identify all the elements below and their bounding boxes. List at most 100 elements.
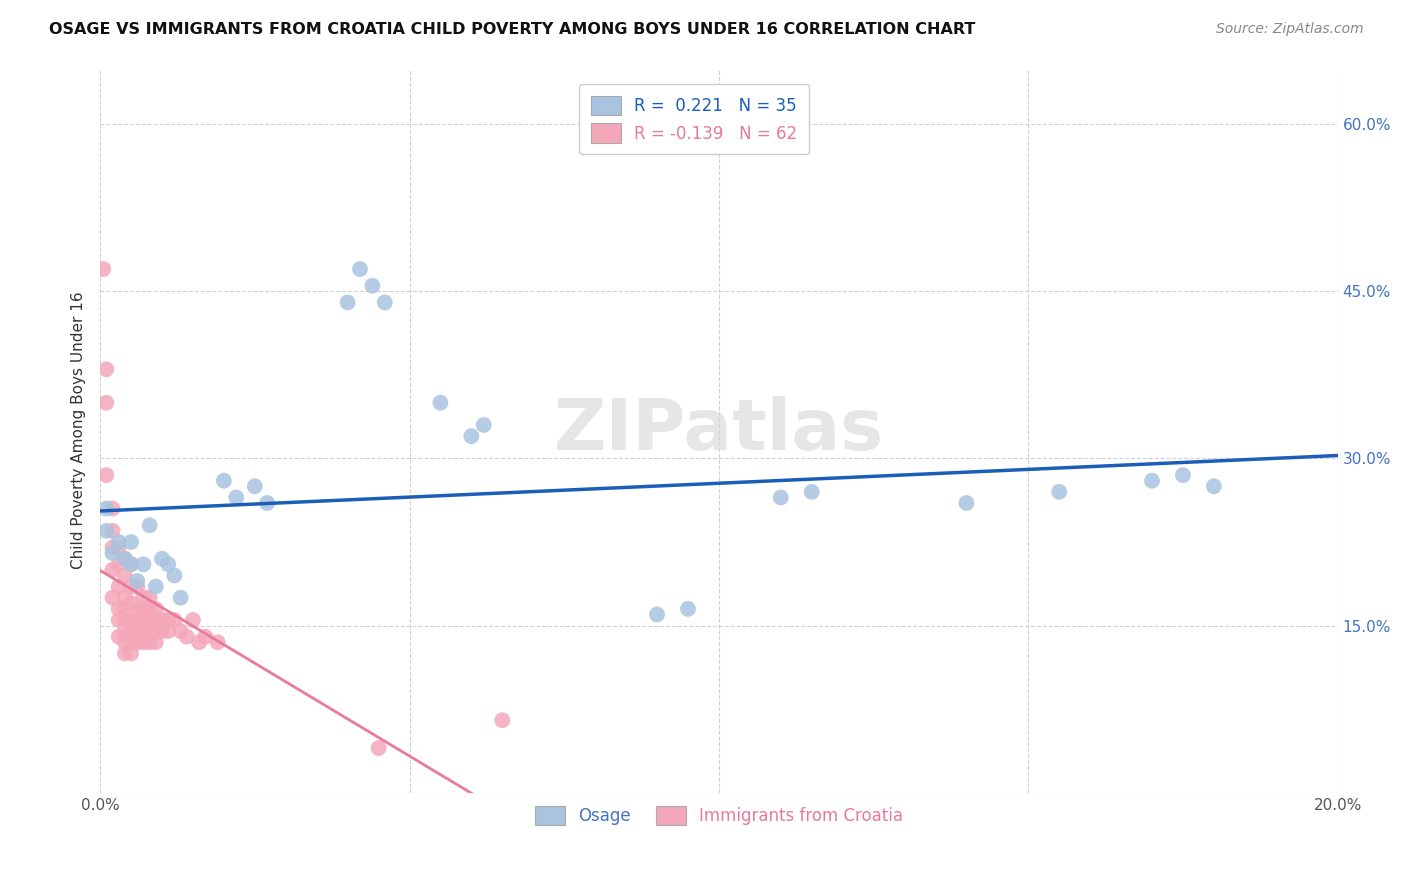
Point: [169, 624, 191, 639]
Point: [107, 613, 129, 627]
Point: [138, 613, 160, 627]
Point: [163, 568, 186, 582]
Point: [107, 535, 129, 549]
Point: [460, 429, 482, 443]
Point: [101, 563, 124, 577]
Point: [120, 580, 142, 594]
Point: [114, 613, 136, 627]
Point: [429, 395, 451, 409]
Point: [127, 624, 149, 639]
Point: [138, 591, 160, 605]
Point: [145, 624, 167, 639]
Point: [107, 602, 129, 616]
Point: [127, 580, 149, 594]
Point: [120, 624, 142, 639]
Point: [336, 295, 359, 310]
Point: [138, 602, 160, 616]
Point: [114, 568, 136, 582]
Point: [1171, 468, 1194, 483]
Point: [114, 602, 136, 616]
Point: [114, 624, 136, 639]
Point: [150, 613, 173, 627]
Point: [120, 558, 142, 572]
Point: [645, 607, 668, 622]
Point: [132, 558, 155, 572]
Point: [114, 647, 136, 661]
Point: [127, 602, 149, 616]
Point: [150, 624, 173, 639]
Point: [107, 580, 129, 594]
Point: [491, 713, 513, 727]
Point: [138, 624, 160, 639]
Y-axis label: Child Poverty Among Boys Under 16: Child Poverty Among Boys Under 16: [72, 292, 86, 569]
Point: [194, 630, 217, 644]
Point: [138, 518, 160, 533]
Point: [800, 484, 823, 499]
Text: OSAGE VS IMMIGRANTS FROM CROATIA CHILD POVERTY AMONG BOYS UNDER 16 CORRELATION C: OSAGE VS IMMIGRANTS FROM CROATIA CHILD P…: [49, 22, 976, 37]
Point: [212, 474, 235, 488]
Point: [769, 491, 792, 505]
Point: [96, 362, 118, 376]
Point: [114, 635, 136, 649]
Point: [114, 551, 136, 566]
Point: [132, 624, 155, 639]
Point: [101, 546, 124, 560]
Point: [132, 591, 155, 605]
Point: [243, 479, 266, 493]
Point: [256, 496, 278, 510]
Point: [472, 417, 495, 432]
Point: [114, 551, 136, 566]
Point: [96, 468, 118, 483]
Point: [101, 524, 124, 538]
Point: [157, 613, 180, 627]
Point: [101, 591, 124, 605]
Point: [114, 591, 136, 605]
Point: [120, 613, 142, 627]
Point: [96, 501, 118, 516]
Point: [132, 602, 155, 616]
Point: [107, 630, 129, 644]
Point: [107, 558, 129, 572]
Point: [120, 635, 142, 649]
Point: [120, 647, 142, 661]
Point: [127, 574, 149, 588]
Point: [169, 591, 191, 605]
Point: [157, 624, 180, 639]
Point: [349, 262, 371, 277]
Point: [361, 278, 384, 293]
Point: [145, 613, 167, 627]
Point: [132, 635, 155, 649]
Point: [101, 541, 124, 555]
Text: Source: ZipAtlas.com: Source: ZipAtlas.com: [1216, 22, 1364, 37]
Point: [127, 613, 149, 627]
Point: [955, 496, 977, 510]
Point: [145, 602, 167, 616]
Point: [1202, 479, 1225, 493]
Point: [91, 262, 114, 277]
Legend: Osage, Immigrants from Croatia: Osage, Immigrants from Croatia: [524, 796, 912, 835]
Point: [676, 602, 699, 616]
Point: [145, 580, 167, 594]
Point: [127, 635, 149, 649]
Point: [138, 635, 160, 649]
Point: [1047, 484, 1070, 499]
Point: [107, 541, 129, 555]
Point: [163, 613, 186, 627]
Point: [101, 501, 124, 516]
Point: [120, 558, 142, 572]
Point: [145, 635, 167, 649]
Point: [207, 635, 229, 649]
Point: [176, 630, 198, 644]
Point: [1140, 474, 1163, 488]
Point: [367, 741, 389, 756]
Point: [181, 613, 204, 627]
Point: [96, 524, 118, 538]
Text: ZIPatlas: ZIPatlas: [554, 396, 884, 465]
Point: [150, 551, 173, 566]
Point: [96, 395, 118, 409]
Point: [120, 596, 142, 610]
Point: [225, 491, 247, 505]
Point: [374, 295, 396, 310]
Point: [132, 613, 155, 627]
Point: [157, 558, 180, 572]
